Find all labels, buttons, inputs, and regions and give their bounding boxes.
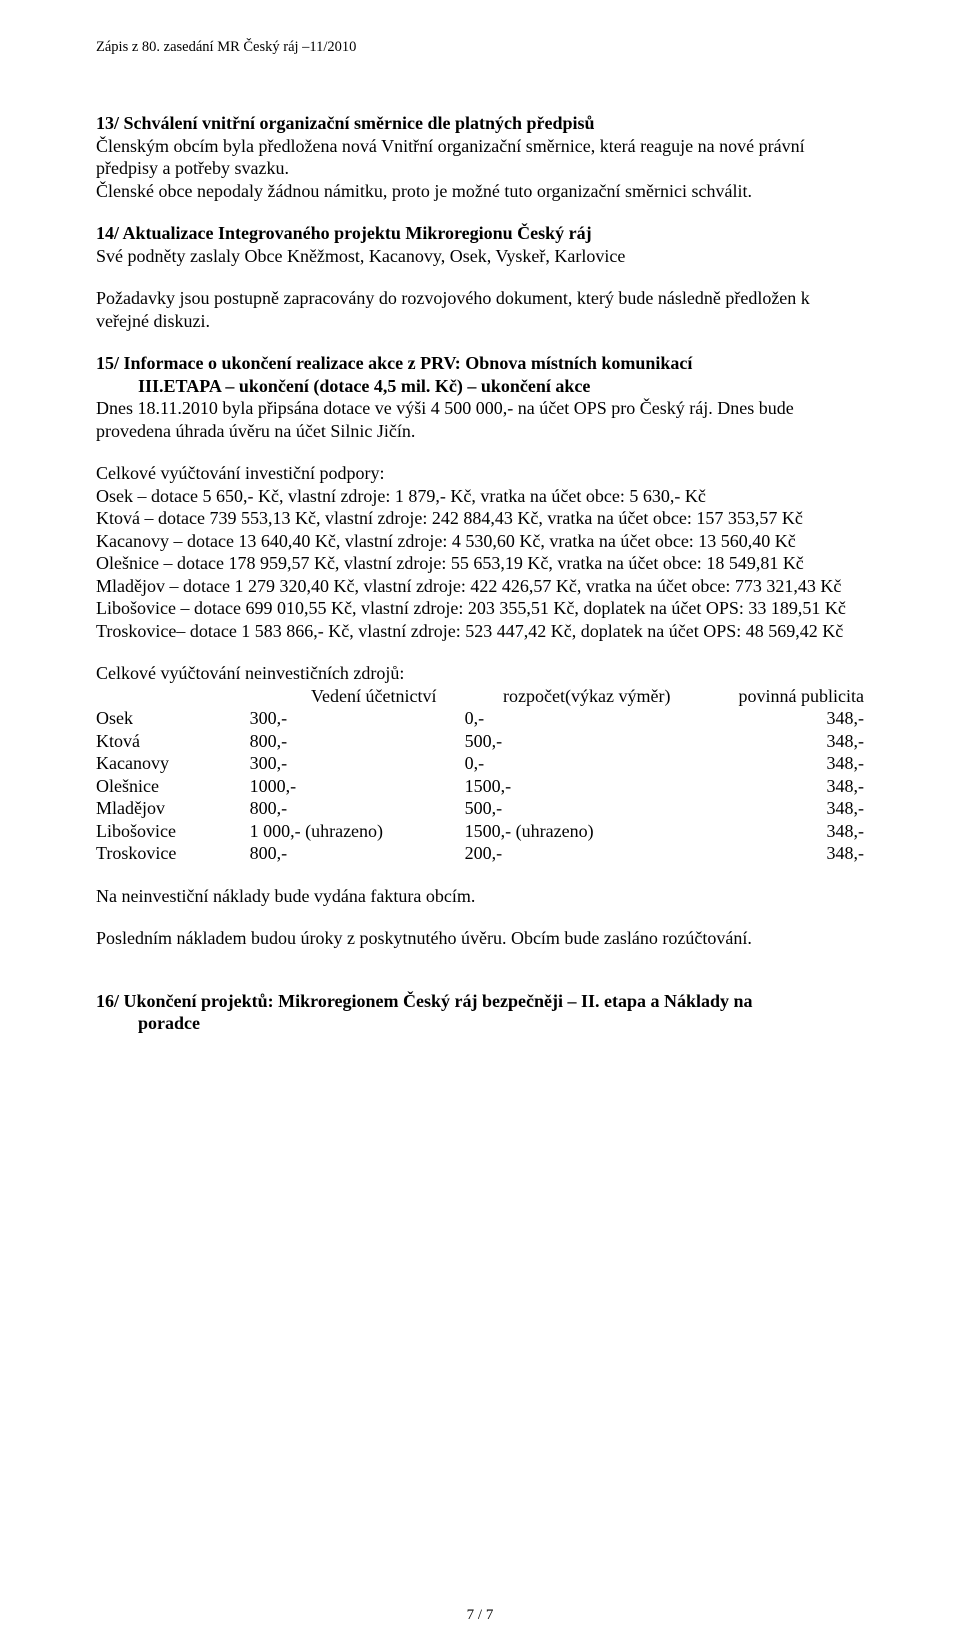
- table-cell: 1500,- (uhrazeno): [465, 820, 695, 843]
- invest-line-5: Libošovice – dotace 699 010,55 Kč, vlast…: [96, 597, 864, 620]
- table-cell: Troskovice: [96, 842, 250, 865]
- section-15-heading-l1: 15/ Informace o ukončení realizace akce …: [96, 352, 864, 375]
- section-15-p1-block: Dnes 18.11.2010 byla připsána dotace ve …: [96, 397, 864, 442]
- table-cell: 800,-: [250, 730, 465, 753]
- table-row: Mladějov 800,- 500,- 348,-: [96, 797, 864, 820]
- section-13-heading: 13/ Schválení vnitřní organizační směrni…: [96, 112, 864, 135]
- table-cell: 800,-: [250, 842, 465, 865]
- section-13: 13/ Schválení vnitřní organizační směrni…: [96, 112, 864, 202]
- last-p-block: Posledním nákladem budou úroky z poskytn…: [96, 927, 864, 950]
- section-15-p1: Dnes 18.11.2010 byla připsána dotace ve …: [96, 397, 864, 442]
- table-cell: Libošovice: [96, 820, 250, 843]
- noninvest-heading: Celkové vyúčtování neinvestičních zdrojů…: [96, 662, 864, 685]
- table-col-0: [96, 685, 311, 708]
- table-cell: 348,-: [695, 820, 864, 843]
- table-cell: 500,-: [465, 797, 695, 820]
- invest-line-0: Osek – dotace 5 650,- Kč, vlastní zdroje…: [96, 485, 864, 508]
- table-cell: 1 000,- (uhrazeno): [250, 820, 465, 843]
- invest-line-3: Olešnice – dotace 178 959,57 Kč, vlastní…: [96, 552, 864, 575]
- invest-line-6: Troskovice– dotace 1 583 866,- Kč, vlast…: [96, 620, 864, 643]
- table-cell: 0,-: [465, 752, 695, 775]
- table-cell: Mladějov: [96, 797, 250, 820]
- table-cell: 800,-: [250, 797, 465, 820]
- table-row: Libošovice 1 000,- (uhrazeno) 1500,- (uh…: [96, 820, 864, 843]
- section-14-heading: 14/ Aktualizace Integrovaného projektu M…: [96, 222, 864, 245]
- table-cell: 348,-: [695, 707, 864, 730]
- page-footer: 7 / 7: [0, 1606, 960, 1625]
- table-row: Olešnice 1000,- 1500,- 348,-: [96, 775, 864, 798]
- table-row: Ktová 800,- 500,- 348,-: [96, 730, 864, 753]
- noninvest-block: Celkové vyúčtování neinvestičních zdrojů…: [96, 662, 864, 865]
- section-13-p2: Členské obce nepodaly žádnou námitku, pr…: [96, 180, 864, 203]
- table-cell: 348,-: [695, 730, 864, 753]
- section-15-last-p: Posledním nákladem budou úroky z poskytn…: [96, 927, 864, 950]
- table-cell: 348,-: [695, 842, 864, 865]
- table-cell: 1000,-: [250, 775, 465, 798]
- after-table-block: Na neinvestiční náklady bude vydána fakt…: [96, 885, 864, 908]
- after-table-p: Na neinvestiční náklady bude vydána fakt…: [96, 885, 864, 908]
- section-14: 14/ Aktualizace Integrovaného projektu M…: [96, 222, 864, 267]
- table-cell: 348,-: [695, 797, 864, 820]
- table-cell: Olešnice: [96, 775, 250, 798]
- invest-line-2: Kacanovy – dotace 13 640,40 Kč, vlastní …: [96, 530, 864, 553]
- table-col-1: Vedení účetnictví: [311, 685, 503, 708]
- table-col-2: rozpočet(výkaz výměr): [503, 685, 695, 708]
- table-cell: 500,-: [465, 730, 695, 753]
- table-cell: Osek: [96, 707, 250, 730]
- table-cell: 300,-: [250, 707, 465, 730]
- table-cell: 348,-: [695, 775, 864, 798]
- section-13-p1: Členským obcím byla předložena nová Vnit…: [96, 135, 864, 180]
- table-cell: 0,-: [465, 707, 695, 730]
- invest-line-1: Ktová – dotace 739 553,13 Kč, vlastní zd…: [96, 507, 864, 530]
- table-cell: Kacanovy: [96, 752, 250, 775]
- section-15-heading-block: 15/ Informace o ukončení realizace akce …: [96, 352, 864, 397]
- table-cell: 200,-: [465, 842, 695, 865]
- page-container: Zápis z 80. zasedání MR Český ráj –11/20…: [0, 0, 960, 1645]
- section-14-p2: Požadavky jsou postupně zapracovány do r…: [96, 287, 864, 332]
- table-col-3: povinná publicita: [695, 685, 864, 708]
- section-15-heading-l2: III.ETAPA – ukončení (dotace 4,5 mil. Kč…: [138, 375, 864, 398]
- section-16: 16/ Ukončení projektů: Mikroregionem Čes…: [96, 990, 864, 1035]
- document-header: Zápis z 80. zasedání MR Český ráj –11/20…: [96, 38, 864, 56]
- table-cell: Ktová: [96, 730, 250, 753]
- table-cell: 348,-: [695, 752, 864, 775]
- section-16-heading-l2: poradce: [138, 1012, 864, 1035]
- table-header-row: Vedení účetnictví rozpočet(výkaz výměr) …: [96, 685, 864, 708]
- table-row: Troskovice 800,- 200,- 348,-: [96, 842, 864, 865]
- invest-heading: Celkové vyúčtování investiční podpory:: [96, 462, 864, 485]
- section-16-heading-l1: 16/ Ukončení projektů: Mikroregionem Čes…: [96, 990, 864, 1013]
- section-14-p1: Své podněty zaslaly Obce Kněžmost, Kacan…: [96, 245, 864, 268]
- invest-block: Celkové vyúčtování investiční podpory: O…: [96, 462, 864, 642]
- table-row: Kacanovy 300,- 0,- 348,-: [96, 752, 864, 775]
- section-14-b: Požadavky jsou postupně zapracovány do r…: [96, 287, 864, 332]
- invest-line-4: Mladějov – dotace 1 279 320,40 Kč, vlast…: [96, 575, 864, 598]
- table-cell: 300,-: [250, 752, 465, 775]
- table-cell: 1500,-: [465, 775, 695, 798]
- table-row: Osek 300,- 0,- 348,-: [96, 707, 864, 730]
